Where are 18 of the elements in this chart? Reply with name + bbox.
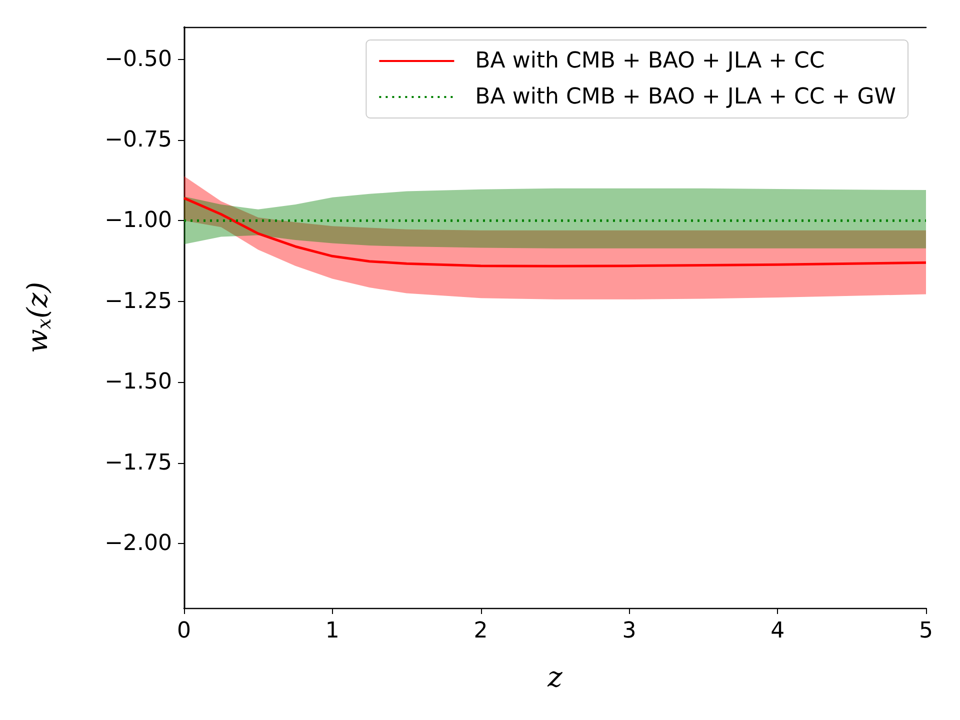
y-tick-label: −0.50 (104, 46, 172, 72)
x-tick-label: 5 (919, 618, 933, 644)
x-tick-label: 3 (622, 618, 636, 644)
y-tick-label: −1.25 (104, 288, 172, 314)
x-axis-title: z (546, 660, 563, 694)
y-tick-label: −1.75 (104, 450, 172, 476)
x-tick-label: 4 (770, 618, 785, 644)
y-tick-label: −0.75 (104, 127, 172, 152)
y-tick-label: −1.00 (104, 208, 172, 234)
x-tick-label: 2 (474, 618, 488, 644)
x-tick-label: 1 (325, 618, 340, 644)
legend-label: BA with CMB + BAO + JLA + CC + GW (475, 84, 896, 110)
y-axis-title: wx(z) (21, 282, 56, 354)
legend-label: BA with CMB + BAO + JLA + CC (475, 48, 825, 74)
y-tick-label: −1.50 (104, 370, 172, 395)
line-series (182, 196, 928, 268)
x-tick-label: 0 (177, 618, 191, 644)
y-tick-label: −2.00 (104, 530, 172, 556)
